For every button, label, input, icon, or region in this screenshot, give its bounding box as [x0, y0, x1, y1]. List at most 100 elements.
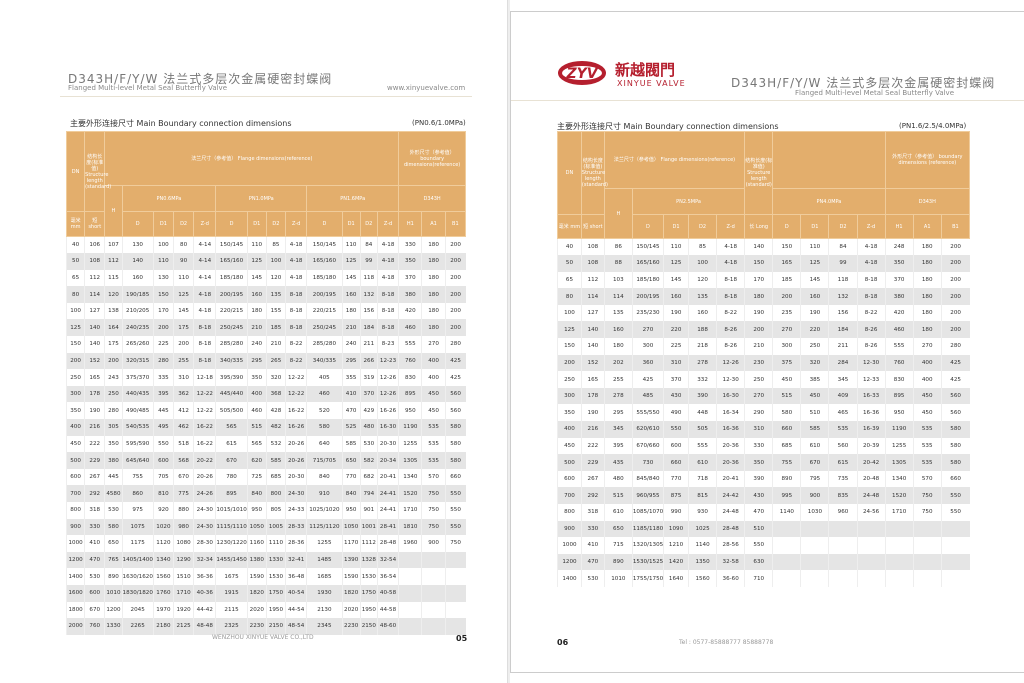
table-cell: 875	[663, 487, 689, 504]
header-structure-length-long: 结构长度(标准值) Structure length (standard)	[744, 131, 774, 215]
table-cell: 210	[341, 319, 361, 337]
table-row: 800 318 610 1085/1070 990 930 24-48 470 1140 1030…	[557, 504, 970, 521]
table-cell: 1960	[398, 535, 422, 552]
table-cell: 535	[421, 419, 446, 436]
table-cell: 4-18	[193, 302, 216, 320]
table-cell: 515	[772, 387, 801, 405]
table-cell: 36-54	[376, 568, 399, 585]
table-cell: 565	[215, 419, 248, 436]
table-cell: 1010	[104, 584, 123, 602]
section-title: 主要外形连接尺寸 Main Boundary connection dimens…	[70, 119, 292, 128]
table-cell: 200	[444, 286, 466, 303]
table-cell: 110	[172, 269, 194, 287]
table-cell: 585	[341, 435, 361, 453]
table-cell: 240	[246, 336, 267, 353]
table-cell: 510	[744, 520, 773, 538]
table-cell	[856, 520, 886, 538]
table-cell: 368	[265, 385, 286, 403]
header-h: H	[603, 188, 633, 239]
table-cell: 718	[688, 470, 717, 488]
table-cell: 175	[172, 319, 194, 337]
table-cell: 582	[359, 452, 378, 469]
table-cell: 295	[246, 352, 267, 370]
table-cell: 585	[265, 452, 286, 469]
table-cell: 270	[912, 338, 942, 355]
table-cell: 910	[306, 485, 343, 502]
table-cell: 700	[65, 485, 85, 502]
table-cell: 120	[688, 271, 717, 289]
table-cell: 185/180	[631, 271, 664, 289]
table-cell: 660	[940, 470, 970, 488]
table-cell: 4-18	[716, 238, 745, 256]
table-cell: 132	[828, 288, 858, 305]
table-cell: 794	[359, 485, 378, 502]
table-cell: 280	[940, 338, 970, 355]
table-cell: 950	[246, 502, 267, 519]
table-cell: 318	[580, 504, 605, 521]
table-cell: 24-30	[193, 502, 216, 519]
table-cell: 510	[800, 404, 829, 422]
table-cell: 80	[172, 236, 194, 254]
table-cell: 211	[828, 338, 858, 355]
table-cell: 830	[398, 369, 422, 386]
table-cell: 535	[912, 421, 942, 438]
table-cell: 118	[359, 269, 378, 287]
table-cell: 8-18	[376, 319, 399, 337]
table-cell: 600	[557, 470, 582, 488]
table-cell	[444, 568, 466, 585]
table-cell	[856, 537, 886, 554]
table-cell: 550	[940, 504, 970, 521]
table-cell: 12-26	[716, 354, 745, 372]
table-cell: 180	[421, 319, 446, 337]
table-row: 125 140 160 270 220 188 8-26 200 270 220 184 8-26 46…	[557, 321, 970, 339]
dimensions-table-right: DN 结构长度(标准值) Structure length (standard)…	[557, 131, 971, 587]
table-row: 300 178 278 485 430 390 16-30 270 515 450 409 16-33…	[557, 387, 970, 405]
header-col: Z-d	[193, 211, 217, 237]
section-title: 主要外形连接尺寸 Main Boundary connection dimens…	[557, 122, 779, 131]
table-cell: 445/440	[215, 385, 248, 403]
table-row: 400 216 345 620/610 550 505 16-36 310 660 585 535 1…	[557, 421, 970, 438]
table-cell: 100	[265, 253, 286, 270]
table-cell: 335	[152, 369, 174, 386]
table-cell: 250	[800, 338, 829, 355]
table-cell: 950	[398, 402, 422, 420]
table-cell: 138	[104, 302, 123, 320]
table-cell: 16-26	[285, 419, 307, 436]
header-col: H1	[884, 214, 914, 239]
table-cell: 340/335	[215, 352, 248, 370]
table-row: 250 165 243 375/370 335 310 12-18 395/390 350 320…	[65, 369, 466, 386]
table-cell: 90	[172, 253, 194, 270]
table-cell: 200	[772, 288, 801, 305]
table-cell: 530	[104, 502, 123, 519]
table-cell: 165/160	[631, 255, 664, 272]
table-cell: 84	[359, 236, 378, 254]
table-cell: 270	[421, 336, 446, 353]
table-cell: 132	[359, 286, 378, 303]
table-cell: 165	[84, 369, 105, 386]
table-cell: 350	[744, 454, 773, 471]
table-cell: 1950	[359, 601, 378, 619]
table-cell: 750	[912, 487, 942, 504]
table-cell: 180	[912, 304, 942, 322]
table-cell: 420	[884, 304, 914, 322]
header-mm: 毫米 mm	[65, 211, 86, 237]
website-link[interactable]: www.xinyuevalve.com	[387, 84, 466, 92]
table-cell: 1290	[172, 551, 194, 569]
table-cell	[940, 537, 970, 554]
table-cell: 755	[772, 454, 801, 471]
table-cell: 103	[603, 271, 633, 289]
table-cell: 600	[152, 452, 174, 469]
header-col: Z-d	[716, 214, 746, 239]
table-cell: 12-26	[376, 385, 399, 403]
table-cell: 410	[580, 537, 605, 554]
table-cell: 560	[940, 404, 970, 422]
table-cell: 500	[557, 454, 582, 471]
table-cell: 180	[912, 288, 942, 305]
table-cell: 108	[580, 238, 605, 256]
header-col: D2	[359, 211, 378, 237]
table-cell: 40-54	[285, 584, 307, 602]
table-cell: 48-54	[285, 618, 307, 635]
table-cell: 160	[603, 321, 633, 339]
table-cell: 760	[398, 352, 422, 370]
table-cell: 1175	[121, 535, 154, 552]
